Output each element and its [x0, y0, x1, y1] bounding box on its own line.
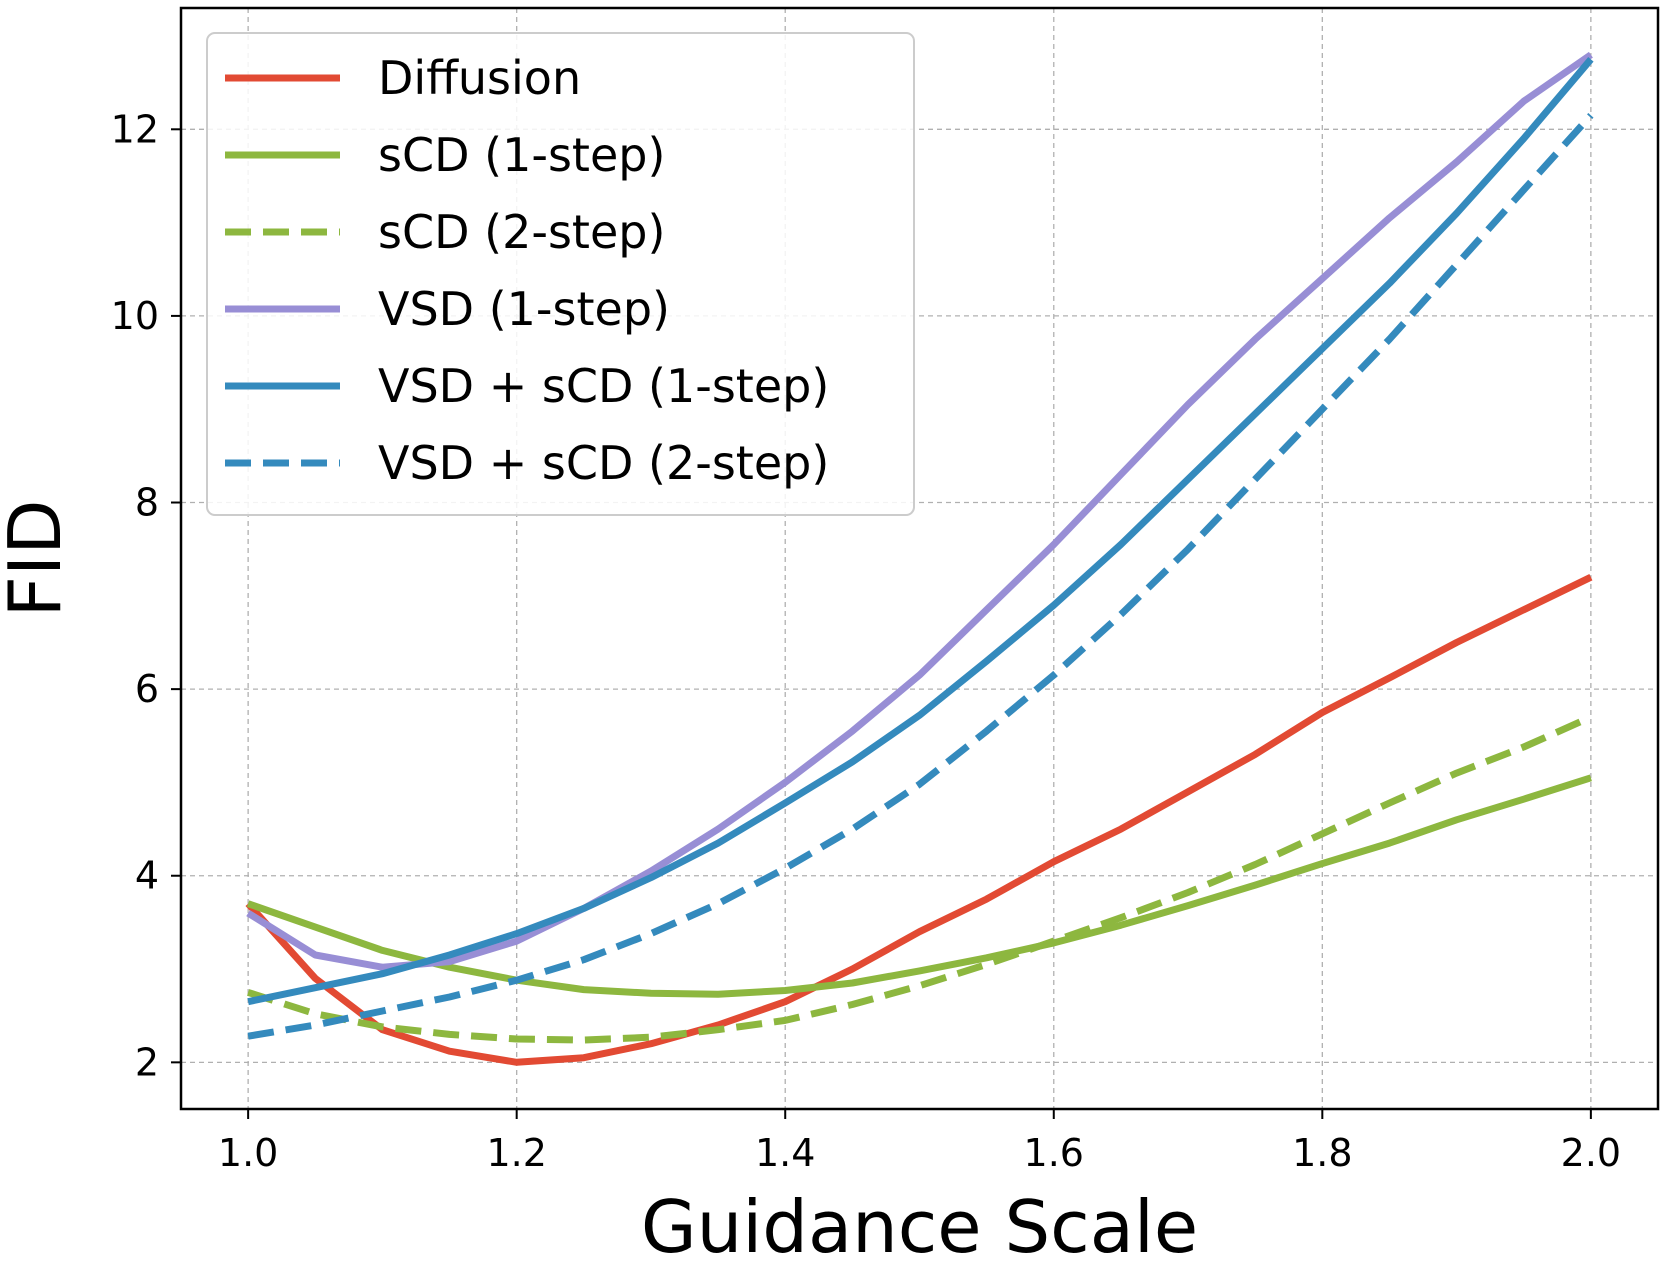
series-layer: [245, 51, 1594, 1066]
series-line-2: [247, 713, 1593, 1044]
legend-label: VSD + sCD (1-step): [378, 359, 829, 413]
y-tick-label: 4: [135, 854, 159, 898]
axis-ticks: 1.0 1.2 1.4 1.6 1.8 2.0 2 4 6 8 10 12: [111, 107, 1621, 1175]
x-tick-label: 1.0: [218, 1131, 278, 1175]
y-tick-label: 2: [135, 1040, 159, 1084]
series-line-0: [245, 574, 1593, 1066]
series-line-1: [246, 774, 1592, 998]
y-tick-label: 12: [111, 107, 159, 151]
series-line-5: [247, 112, 1594, 1040]
x-tick-label: 2.0: [1561, 1131, 1621, 1175]
x-tick-label: 1.8: [1292, 1131, 1352, 1175]
legend-label: Diffusion: [378, 51, 581, 105]
y-tick-label: 10: [111, 294, 159, 338]
legend-label: VSD (1-step): [378, 282, 670, 336]
y-axis-label: FID: [0, 499, 77, 617]
y-tick-label: 8: [135, 481, 159, 525]
legend-label: sCD (1-step): [378, 128, 665, 182]
series-line-4: [247, 57, 1594, 1006]
x-tick-label: 1.2: [486, 1131, 546, 1175]
legend-label: VSD + sCD (2-step): [378, 436, 829, 490]
legend-label: sCD (2-step): [378, 205, 665, 259]
x-axis-label: Guidance Scale: [641, 1185, 1198, 1262]
legend: Diffusion sCD (1-step) sCD (2-step) VSD (1-…: [206, 32, 915, 516]
x-tick-label: 1.4: [755, 1131, 815, 1175]
x-tick-label: 1.6: [1024, 1131, 1084, 1175]
legend-box: [206, 32, 915, 516]
y-tick-label: 6: [135, 667, 159, 711]
plot-frame: [179, 6, 1660, 1111]
series-line-3: [246, 51, 1593, 971]
